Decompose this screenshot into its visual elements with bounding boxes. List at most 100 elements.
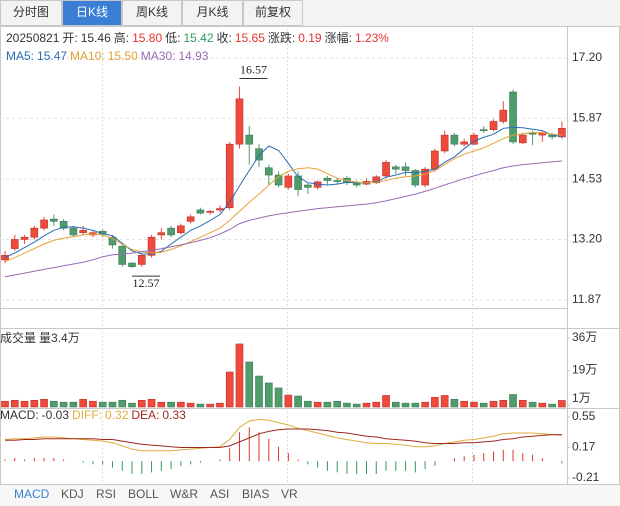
volume-bar [1,400,9,408]
info-line: 20250821 开: 15.46 高: 15.80 低: 15.42 收: 15.65 涨跌: 0… [6,29,392,46]
volume-bar [69,401,78,408]
volume-bar [177,401,185,408]
volume-bar [79,399,87,408]
indicator-tab[interactable]: MACD [14,487,50,501]
ma-value: 14.93 [178,49,209,63]
y-tick-label: 15.87 [572,110,602,124]
tab[interactable] [243,0,303,26]
info-value: 0.19 [298,31,322,45]
tab[interactable] [0,0,62,26]
candle-body [440,134,449,152]
ma-line [4,126,562,259]
indicator-tab[interactable]: W&R [170,487,198,501]
info-label: 涨幅: [324,31,352,45]
candle-body [323,177,332,181]
annotation: 12.57 [133,276,160,290]
indicator-tab[interactable]: KDJ [61,487,84,501]
tab[interactable] [182,0,243,26]
volume-bar [470,401,478,408]
volume-bar [206,403,214,408]
candle-body [157,232,166,236]
volume-bar [89,400,97,408]
tab[interactable] [122,0,182,26]
candle-body [235,98,244,145]
volume-bar [128,402,136,408]
tab-label[interactable]: 前复权 [255,4,291,19]
volume-bar [538,402,547,408]
indicator-tab[interactable]: BIAS [242,487,269,501]
volume-bar [40,399,48,408]
ma-name: MA5: [6,49,35,63]
candle-body [40,219,48,229]
info-label: 开: [62,31,78,45]
candle-body [558,127,566,138]
indicator-tab[interactable]: RSI [96,487,116,501]
volume-bar [264,382,273,408]
volume-bar [479,402,488,408]
volume-bar [235,343,244,408]
tab-label[interactable]: 分时图 [13,5,49,19]
macd-title: MACD: [0,408,39,422]
macd-value: -0.03 [41,408,70,422]
info-value: 15.46 [80,31,111,45]
ma-name: MA10: [70,49,105,63]
info-label: 涨跌: [267,31,296,45]
volume-bar [167,401,175,408]
y-tick-label: -0.21 [572,470,600,484]
candle-body [118,245,127,265]
info-date: 20250821 [6,31,60,45]
candle-body [20,236,29,240]
volume-bar [255,375,263,408]
candle-body [137,255,146,265]
volume-bar [440,395,449,408]
volume-bar [352,403,361,408]
volume-bar [548,403,556,408]
tab[interactable] [62,0,122,26]
indicator-bar [0,485,620,506]
ma-line [4,131,562,263]
candle-body [167,227,175,236]
volume-bar [245,361,254,408]
volume-bar [558,400,566,408]
volume-bar [450,399,459,408]
info-value: 15.42 [183,31,214,45]
tab-label[interactable]: 日K线 [76,5,108,19]
y-tick-label: 1万 [572,391,591,405]
volume-bar [391,401,400,408]
volume-bar [411,402,420,408]
macd-line [4,418,562,452]
info-value: 15.65 [234,31,265,45]
candle-body [216,208,224,211]
volume-current: 量3.4万 [39,331,80,345]
indicator-tab[interactable]: BOLL [128,487,159,501]
candle-body [411,170,420,186]
y-tick-label: 17.20 [572,50,602,64]
candle-body [294,175,302,190]
volume-bar [323,401,332,408]
volume-header: 成交量 量3.4万 [0,329,83,346]
candle-body [255,148,263,161]
tab-label[interactable]: 月K线 [196,5,228,19]
candle-body [177,225,185,233]
volume-bar [304,400,312,408]
volume-bar [343,402,351,408]
volume-bar [284,394,293,408]
volume-bar [528,401,537,408]
candle-body [304,184,312,188]
info-label: 收: [216,31,232,45]
tab-label[interactable]: 周K线 [136,5,168,19]
y-tick-label: 13.20 [572,232,602,246]
candle-body [479,129,488,131]
candle-body [284,175,293,188]
indicator-tab[interactable]: VR [281,487,298,501]
indicator-tab[interactable]: ASI [210,487,229,501]
volume-bar [50,400,58,408]
volume-bar [30,399,39,408]
volume-bar [294,395,302,408]
candle-body [59,221,68,229]
candle-body [245,134,254,145]
candle-body [499,109,508,122]
info-value: 15.80 [132,31,163,45]
